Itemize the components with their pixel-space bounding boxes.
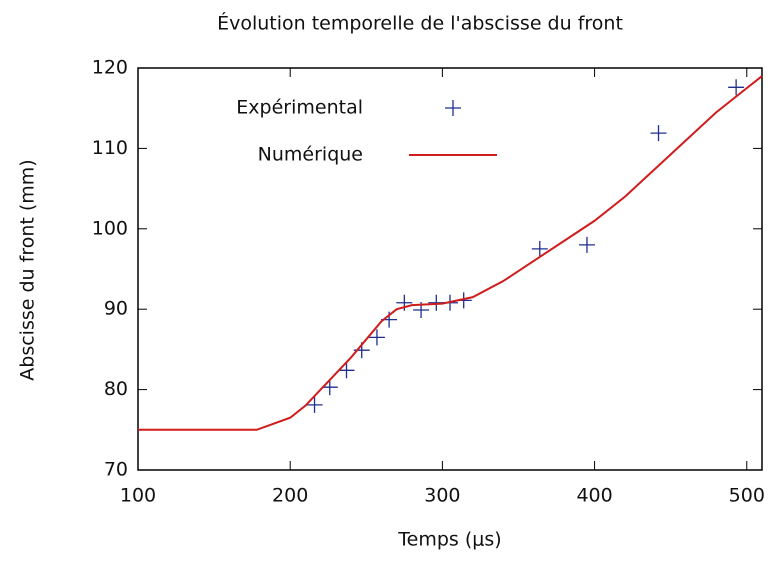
line xyxy=(138,75,763,431)
legend-marker xyxy=(445,100,461,116)
y-tick-label: 100 xyxy=(92,217,128,239)
point xyxy=(531,240,548,257)
point xyxy=(306,396,323,413)
plot-frame xyxy=(137,67,763,471)
y-tick-label: 70 xyxy=(104,459,128,481)
x-tick-label: 200 xyxy=(272,485,308,507)
x-tick-label: 400 xyxy=(576,485,612,507)
y-tick-label: 120 xyxy=(92,57,128,79)
legend-label: Expérimental xyxy=(236,97,363,119)
chart-title: Évolution temporelle de l'abscisse du fr… xyxy=(217,12,623,35)
y-tick-label: 80 xyxy=(104,378,128,400)
y-axis-label: Abscisse du front (mm) xyxy=(17,159,39,380)
point xyxy=(338,362,355,379)
point xyxy=(578,236,595,253)
legend-label: Numérique xyxy=(258,144,363,166)
point xyxy=(728,79,745,96)
x-tick-label: 300 xyxy=(424,485,460,507)
point xyxy=(650,125,667,142)
point xyxy=(321,379,338,396)
x-tick-label: 500 xyxy=(729,485,765,507)
y-tick-label: 110 xyxy=(92,137,128,159)
x-axis-label: Temps (μs) xyxy=(397,529,501,551)
y-tick-label: 90 xyxy=(104,298,128,320)
x-tick-label: 100 xyxy=(120,485,156,507)
point xyxy=(368,329,385,346)
